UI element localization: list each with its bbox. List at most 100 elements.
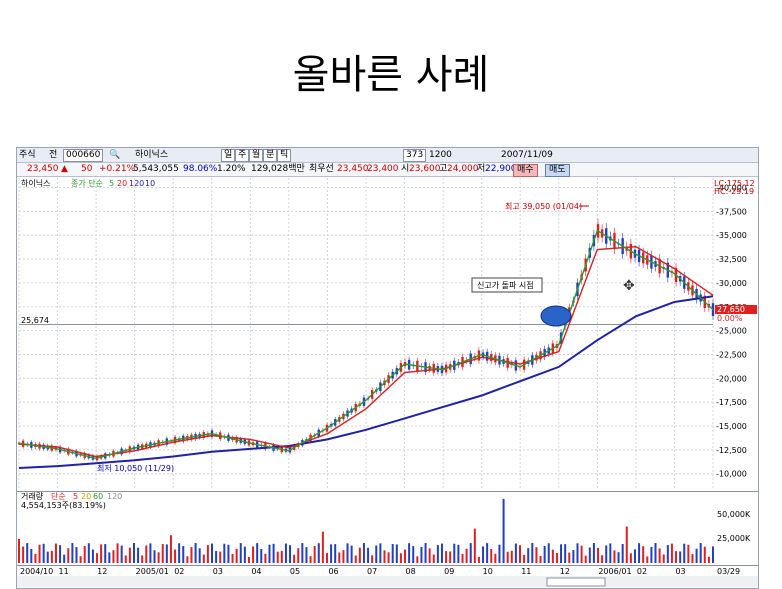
volume-bar bbox=[576, 543, 579, 563]
volume-bar bbox=[469, 543, 472, 563]
volume-bar bbox=[301, 543, 304, 563]
volume-bar bbox=[371, 555, 374, 563]
volume-bar bbox=[633, 549, 636, 563]
all-select[interactable]: 전 bbox=[49, 150, 58, 160]
x-tick-label: 03 bbox=[213, 567, 223, 576]
volume-bar bbox=[330, 544, 333, 563]
volume-bar bbox=[338, 552, 341, 563]
x-tick-label: 07 bbox=[367, 567, 377, 576]
x-tick-label: 10 bbox=[483, 567, 493, 576]
volume-bar bbox=[666, 545, 669, 563]
x-tick-label: 2005/01 bbox=[136, 567, 169, 576]
volume-bar bbox=[342, 550, 345, 563]
volume-bar bbox=[560, 544, 563, 563]
volume-bar bbox=[367, 547, 370, 563]
volume-bar bbox=[54, 543, 57, 563]
volume-bar bbox=[116, 543, 119, 563]
volume-bar bbox=[457, 544, 460, 563]
volume-bar bbox=[174, 549, 177, 563]
x-tick-label: 04 bbox=[251, 567, 261, 576]
volume-bar bbox=[157, 552, 160, 563]
high-value: 24,000 bbox=[447, 164, 479, 174]
ma-line-5 bbox=[18, 229, 714, 460]
volume-bar bbox=[695, 548, 698, 563]
volume-bar bbox=[42, 543, 45, 563]
code-input[interactable]: 000660 bbox=[63, 149, 104, 162]
volume-bar bbox=[428, 548, 431, 563]
legend-period-120: 120 bbox=[129, 179, 144, 188]
date-input[interactable]: 2007/11/09 bbox=[501, 150, 553, 160]
breakout-highlight bbox=[540, 305, 572, 327]
tab-week[interactable]: 주 bbox=[235, 149, 250, 162]
volume-bar bbox=[646, 556, 649, 563]
up-arrow-icon: ▲ bbox=[61, 164, 68, 174]
volume-bar bbox=[638, 543, 641, 563]
volume-bar bbox=[531, 543, 534, 563]
volume-bar bbox=[100, 544, 103, 563]
volume-bar bbox=[108, 552, 111, 563]
volume-bar bbox=[284, 543, 287, 563]
volume-bar bbox=[609, 543, 612, 563]
open-label: 시 bbox=[401, 164, 410, 174]
tab-month[interactable]: 월 bbox=[249, 149, 264, 162]
count-input[interactable]: 373 bbox=[403, 149, 427, 162]
volume-bar bbox=[112, 550, 115, 563]
open-value: 23,600 bbox=[409, 164, 441, 174]
market-select[interactable]: 주식 bbox=[19, 150, 36, 160]
volume-bar bbox=[555, 552, 558, 563]
moving-averages bbox=[18, 229, 714, 469]
volume-bar bbox=[235, 548, 238, 563]
scroll-controls[interactable] bbox=[546, 577, 606, 587]
x-tick-label: 05 bbox=[290, 567, 300, 576]
volume-bar bbox=[313, 545, 316, 563]
volume-bar bbox=[551, 549, 554, 563]
vol-period-5: 5 bbox=[73, 492, 78, 501]
volume-bar bbox=[104, 544, 107, 563]
volume-bar bbox=[178, 543, 181, 563]
volume-bar bbox=[83, 546, 86, 563]
y-tick-label: -12,500 bbox=[716, 446, 747, 455]
volume-bar bbox=[691, 554, 694, 563]
vol-period-20: 20 bbox=[81, 492, 91, 501]
volume-bar bbox=[190, 547, 193, 563]
vol-tick-25000k: 25,000K bbox=[717, 534, 751, 543]
x-tick-label: 11 bbox=[521, 567, 531, 576]
volume-bar bbox=[223, 543, 226, 563]
volume-bar bbox=[256, 543, 259, 563]
volume-bar bbox=[580, 545, 583, 563]
low-label: 저 bbox=[477, 164, 486, 174]
tab-day[interactable]: 일 bbox=[221, 149, 236, 162]
volume-bar bbox=[38, 544, 41, 563]
volume-bar bbox=[535, 547, 538, 563]
search-icon[interactable]: 🔍 bbox=[109, 150, 121, 160]
volume-bar bbox=[18, 539, 20, 563]
volume-bar bbox=[354, 555, 357, 563]
lc-value: LC:175.12 bbox=[714, 179, 755, 188]
volume-bar bbox=[169, 535, 172, 563]
amount-value: 129,028백만 bbox=[251, 164, 305, 174]
volume-legend-ma: 단순 bbox=[51, 491, 66, 501]
x-tick-label: 11 bbox=[59, 567, 69, 576]
ratio-input[interactable]: 1200 bbox=[429, 150, 452, 160]
volume-bar bbox=[334, 544, 337, 563]
volume-bar bbox=[502, 498, 505, 563]
volume-bar bbox=[416, 556, 419, 563]
sell-button[interactable]: 매도 bbox=[545, 164, 570, 177]
scrollbar[interactable] bbox=[17, 576, 758, 587]
tab-minute[interactable]: 분 bbox=[263, 149, 278, 162]
volume-bar bbox=[71, 543, 74, 563]
stock-name: 하이닉스 bbox=[135, 150, 169, 160]
volume-bar bbox=[239, 543, 242, 563]
volume-bar bbox=[67, 548, 70, 563]
y-tick-label: -37,500 bbox=[716, 207, 747, 216]
volume-bar bbox=[87, 543, 90, 563]
tab-tick[interactable]: 틱 bbox=[277, 149, 292, 162]
y-tick-label: -30,000 bbox=[716, 279, 747, 288]
volume-bar bbox=[186, 556, 189, 563]
volume-bar bbox=[260, 548, 263, 563]
quote-bar: 23,450 ▲ 50 +0.21% 5,543,055 98.06% 1.20… bbox=[17, 163, 758, 177]
volume-bar bbox=[477, 556, 480, 563]
buy-button[interactable]: 매수 bbox=[513, 164, 538, 177]
best-ask-value: 23,450 bbox=[337, 164, 369, 174]
volume-bar bbox=[30, 548, 33, 563]
